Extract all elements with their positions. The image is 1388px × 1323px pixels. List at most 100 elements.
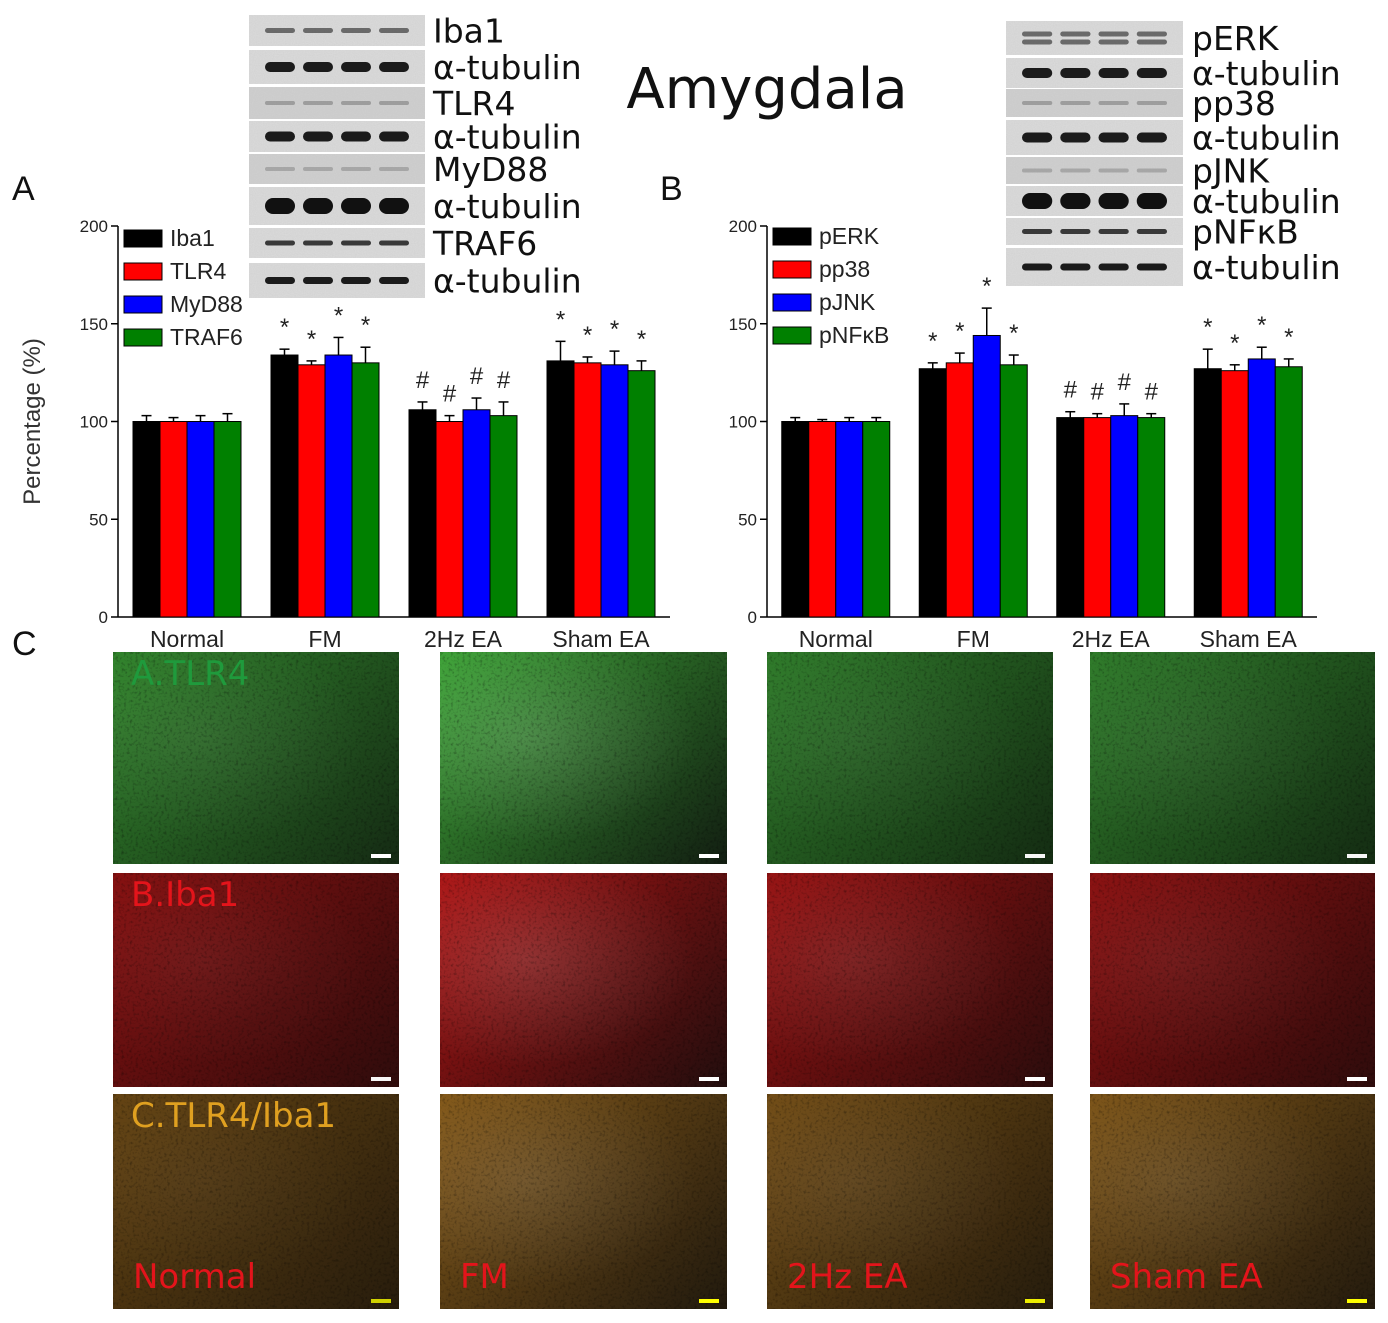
blot-band <box>1060 31 1091 37</box>
bar <box>1247 358 1276 618</box>
micrograph-texture <box>440 873 727 1087</box>
bar <box>918 368 947 618</box>
blot-band <box>341 62 371 72</box>
blot-band <box>265 62 295 72</box>
blot-band <box>341 101 371 105</box>
significance-mark: # <box>443 381 457 408</box>
scale-bar <box>371 1299 391 1303</box>
blot-band <box>1060 39 1091 45</box>
blot-band <box>1098 132 1129 143</box>
legend-label: MyD88 <box>170 291 243 317</box>
significance-mark: * <box>280 314 289 341</box>
micrograph-speckle <box>767 1094 1053 1309</box>
blot-band <box>265 101 295 105</box>
bar <box>489 415 518 618</box>
blot-label: α-tubulin <box>433 48 582 87</box>
micrograph-speckle <box>767 873 1053 1087</box>
blot-label: α-tubulin <box>1192 182 1341 221</box>
blot-band <box>379 131 409 142</box>
y-tick-label: 0 <box>99 608 108 627</box>
blot-texture <box>1006 157 1183 184</box>
significance-mark: * <box>361 312 370 339</box>
blot-band <box>1136 101 1167 105</box>
blot-label: α-tubulin <box>1192 119 1341 158</box>
blot-band <box>1136 229 1167 234</box>
blot-band <box>1136 168 1167 173</box>
micrograph-speckle <box>440 652 727 864</box>
bar <box>132 421 161 618</box>
blot-texture <box>249 154 425 184</box>
micrograph-speckle <box>440 1094 727 1309</box>
micrograph-texture <box>767 873 1053 1087</box>
blot-band <box>379 101 409 105</box>
blot-band <box>341 28 371 33</box>
blot-band <box>1098 168 1129 173</box>
x-tick-label: FM <box>308 626 341 652</box>
micrograph-texture <box>113 1094 399 1309</box>
blot-band <box>1136 132 1167 143</box>
legend-swatch <box>123 295 163 314</box>
scale-bar <box>1025 854 1045 858</box>
micrograph-speckle <box>440 873 727 1087</box>
significance-mark: * <box>307 326 316 353</box>
blot-band <box>379 62 409 72</box>
bar <box>999 364 1028 618</box>
y-tick-label: 100 <box>729 413 757 432</box>
legend-swatch <box>772 260 812 279</box>
blot-band <box>1060 168 1091 173</box>
blot-band <box>1022 168 1053 173</box>
blot-band <box>303 101 333 105</box>
blot-band <box>265 167 295 171</box>
blot-band <box>265 28 295 33</box>
blot-band <box>265 131 295 142</box>
blot-label: α-tubulin <box>433 187 582 226</box>
blot-band <box>1060 193 1091 209</box>
micrograph <box>1090 652 1375 864</box>
bar <box>324 354 353 618</box>
western-blots-panel-a: Iba1α-tubulinTLR4α-tubulinMyD88α-tubulin… <box>249 12 582 301</box>
bar <box>1220 370 1249 618</box>
micrograph <box>767 652 1053 864</box>
blot-band <box>303 28 333 33</box>
micrograph-texture <box>767 1094 1053 1309</box>
micrograph-group-label: FM <box>460 1257 509 1297</box>
x-tick-label: Sham EA <box>552 626 650 652</box>
blot-band <box>303 131 333 142</box>
micrograph-row-label: A.TLR4 <box>131 654 250 694</box>
micrograph <box>113 873 399 1087</box>
blot-label: TLR4 <box>432 84 515 123</box>
y-tick-label: 200 <box>729 217 757 236</box>
bar <box>1193 368 1222 618</box>
micrograph-speckle <box>1090 1094 1375 1309</box>
significance-mark: * <box>1009 320 1018 347</box>
bar <box>627 370 656 618</box>
bar <box>546 360 575 618</box>
blot-band <box>1098 229 1129 234</box>
blot-band <box>341 167 371 171</box>
micrograph-speckle <box>1090 873 1375 1087</box>
micrograph-row-label: B.Iba1 <box>131 875 240 915</box>
bar <box>408 409 437 618</box>
blot-band <box>1022 263 1053 271</box>
blot-band <box>303 198 333 214</box>
micrograph-texture <box>113 873 399 1087</box>
micrograph-row-label: C.TLR4/Iba1 <box>131 1096 337 1136</box>
significance-mark: * <box>1257 312 1266 339</box>
significance-mark: # <box>470 363 484 390</box>
blot-label: Iba1 <box>433 12 505 51</box>
legend-swatch <box>123 229 163 248</box>
legend-swatch <box>772 227 812 246</box>
blot-label: pJNK <box>1192 152 1270 191</box>
blot-band <box>303 167 333 171</box>
bar <box>1083 417 1112 618</box>
blot-band <box>1098 39 1129 45</box>
blot-band <box>1136 39 1167 45</box>
significance-mark: # <box>1091 379 1105 406</box>
micrograph <box>767 1094 1053 1309</box>
micrograph <box>440 652 727 864</box>
blot-label: MyD88 <box>433 150 548 189</box>
legend-swatch <box>772 293 812 312</box>
micrograph <box>1090 873 1375 1087</box>
x-tick-label: FM <box>957 626 990 652</box>
